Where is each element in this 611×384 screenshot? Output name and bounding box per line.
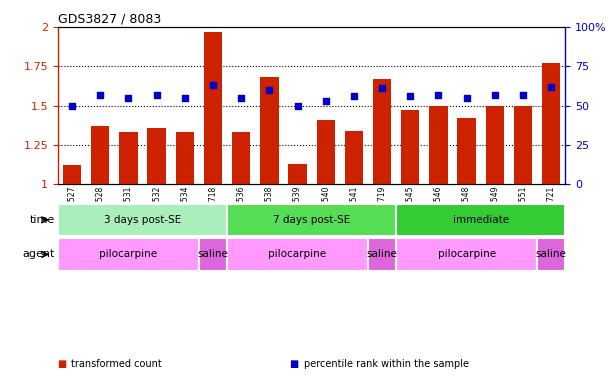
- Bar: [396, 238, 537, 271]
- Text: agent: agent: [23, 249, 55, 260]
- Bar: [204, 31, 222, 184]
- Text: pilocarpine: pilocarpine: [268, 249, 327, 260]
- Point: [152, 91, 161, 98]
- Bar: [227, 204, 396, 236]
- Point: [462, 95, 472, 101]
- Point: [321, 98, 331, 104]
- Text: 7 days post-SE: 7 days post-SE: [273, 215, 350, 225]
- Point: [180, 95, 189, 101]
- Bar: [227, 238, 368, 271]
- Point: [293, 103, 302, 109]
- Point: [490, 91, 500, 98]
- Text: GDS3827 / 8083: GDS3827 / 8083: [58, 13, 161, 26]
- Bar: [368, 238, 396, 271]
- Text: ■: ■: [290, 359, 302, 369]
- Text: saline: saline: [536, 249, 566, 260]
- Point: [405, 93, 415, 99]
- Point: [518, 91, 528, 98]
- Bar: [119, 132, 137, 184]
- Text: transformed count: transformed count: [71, 359, 163, 369]
- Text: saline: saline: [367, 249, 398, 260]
- Bar: [260, 77, 279, 184]
- Bar: [373, 79, 391, 184]
- Point: [67, 103, 77, 109]
- Bar: [91, 126, 109, 184]
- Point: [349, 93, 359, 99]
- Point: [236, 95, 246, 101]
- Point: [546, 84, 556, 90]
- Bar: [537, 238, 565, 271]
- Text: 3 days post-SE: 3 days post-SE: [104, 215, 181, 225]
- Bar: [176, 132, 194, 184]
- Bar: [542, 63, 560, 184]
- Text: pilocarpine: pilocarpine: [100, 249, 158, 260]
- Bar: [345, 131, 363, 184]
- Bar: [63, 166, 81, 184]
- Bar: [514, 106, 532, 184]
- Point: [265, 87, 274, 93]
- Bar: [430, 106, 447, 184]
- Bar: [232, 132, 251, 184]
- Bar: [458, 118, 476, 184]
- Bar: [401, 110, 419, 184]
- Bar: [147, 127, 166, 184]
- Point: [123, 95, 133, 101]
- Point: [377, 85, 387, 91]
- Text: saline: saline: [197, 249, 229, 260]
- Point: [95, 91, 105, 98]
- Bar: [396, 204, 565, 236]
- Bar: [58, 204, 227, 236]
- Text: time: time: [30, 215, 55, 225]
- Text: percentile rank within the sample: percentile rank within the sample: [304, 359, 469, 369]
- Bar: [58, 238, 199, 271]
- Point: [208, 82, 218, 88]
- Bar: [486, 106, 504, 184]
- Bar: [316, 120, 335, 184]
- Bar: [288, 164, 307, 184]
- Text: immediate: immediate: [453, 215, 509, 225]
- Text: ■: ■: [58, 359, 70, 369]
- Point: [434, 91, 444, 98]
- Text: pilocarpine: pilocarpine: [437, 249, 496, 260]
- Bar: [199, 238, 227, 271]
